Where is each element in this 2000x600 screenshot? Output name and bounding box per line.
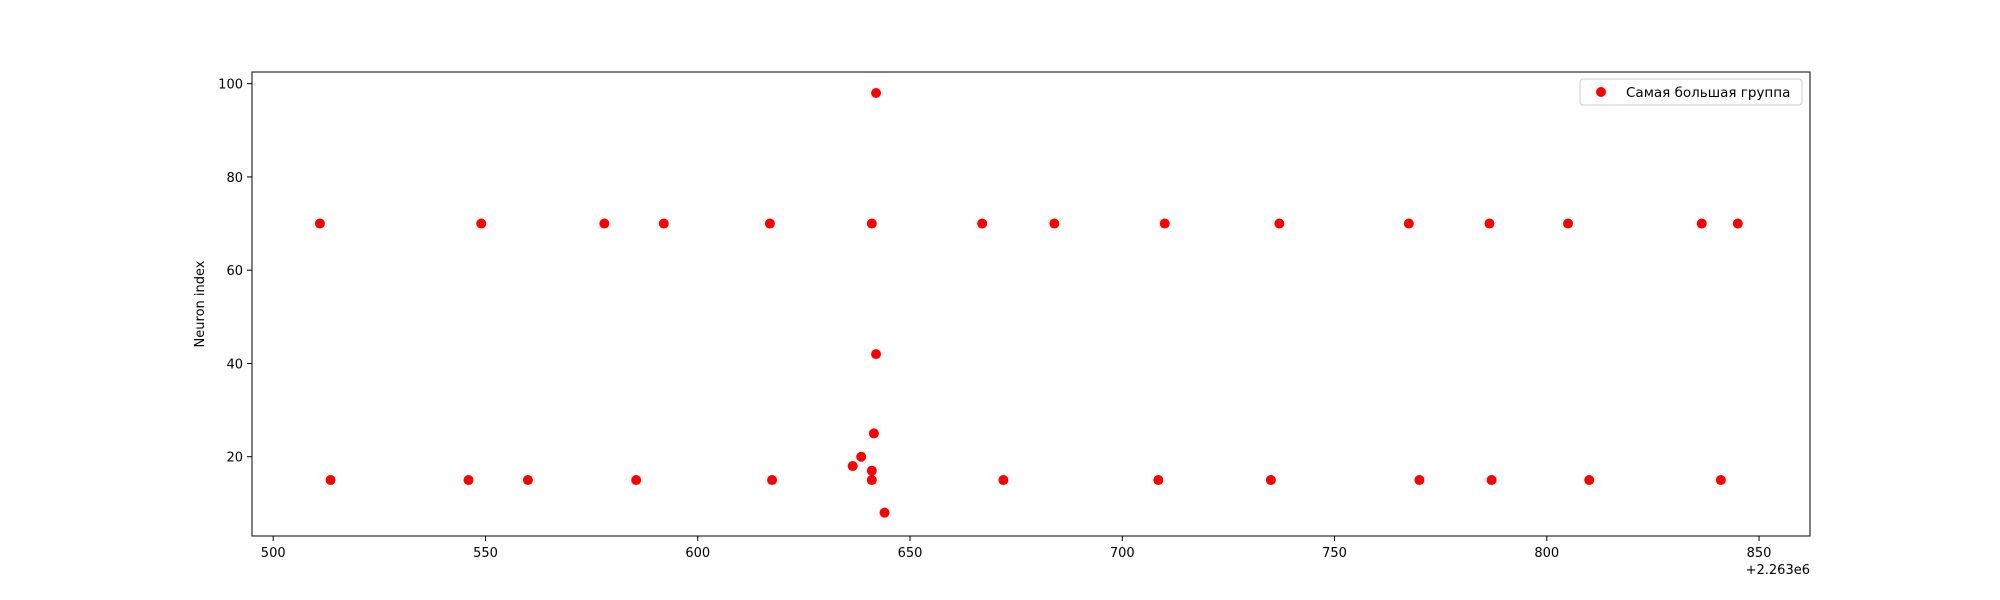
data-point [1484,218,1495,229]
x-tick-label: 800 [1534,546,1559,561]
data-point [1715,475,1726,486]
legend-box [1579,78,1803,106]
data-point [1265,475,1276,486]
x-tick-label: 550 [473,546,498,561]
x-tick-label: 600 [685,546,710,561]
y-axis-label: Neuron index [193,260,208,347]
data-point [1274,218,1285,229]
data-point [879,507,890,518]
data-point [847,461,858,472]
y-axis: 20 40 60 80 100 [218,78,252,466]
x-tick-label: 700 [1110,546,1135,561]
data-point [1563,218,1574,229]
data-point [658,218,669,229]
data-point [868,428,879,439]
data-point [463,475,474,486]
data-point [1049,218,1060,229]
data-point [871,87,882,98]
data-point [522,475,533,486]
data-point [1159,218,1170,229]
y-tick-label: 20 [226,451,243,466]
plot-frame [251,71,1811,537]
x-tick-label: 500 [261,546,286,561]
data-point [977,218,988,229]
data-point [1403,218,1414,229]
data-point [631,475,642,486]
data-point [325,475,336,486]
data-point [1414,475,1425,486]
data-point [1153,475,1164,486]
x-tick-label: 850 [1747,546,1772,561]
x-offset-label: +2.263e6 [1746,563,1810,578]
data-point [998,475,1009,486]
y-tick-label: 60 [226,264,243,279]
x-axis: 500 550 600 650 700 750 800 850 [261,536,1772,561]
data-point [1696,218,1707,229]
data-point [314,218,325,229]
data-point [1584,475,1595,486]
data-point [866,475,877,486]
data-point [1732,218,1743,229]
data-point [1486,475,1497,486]
legend-label: Самая большая группа [1626,85,1790,101]
data-point [866,465,877,476]
legend: Самая большая группа [1579,78,1803,106]
y-tick-label: 80 [226,171,243,186]
y-tick-label: 40 [226,357,243,372]
x-tick-label: 650 [898,546,923,561]
legend-marker [1596,87,1606,97]
data-point [599,218,610,229]
data-point [871,349,882,360]
data-points [314,87,1743,518]
y-tick-label: 100 [218,78,243,93]
x-tick-label: 750 [1322,546,1347,561]
data-point [476,218,487,229]
data-point [856,451,867,462]
data-point [764,218,775,229]
data-point [767,475,778,486]
data-point [866,218,877,229]
